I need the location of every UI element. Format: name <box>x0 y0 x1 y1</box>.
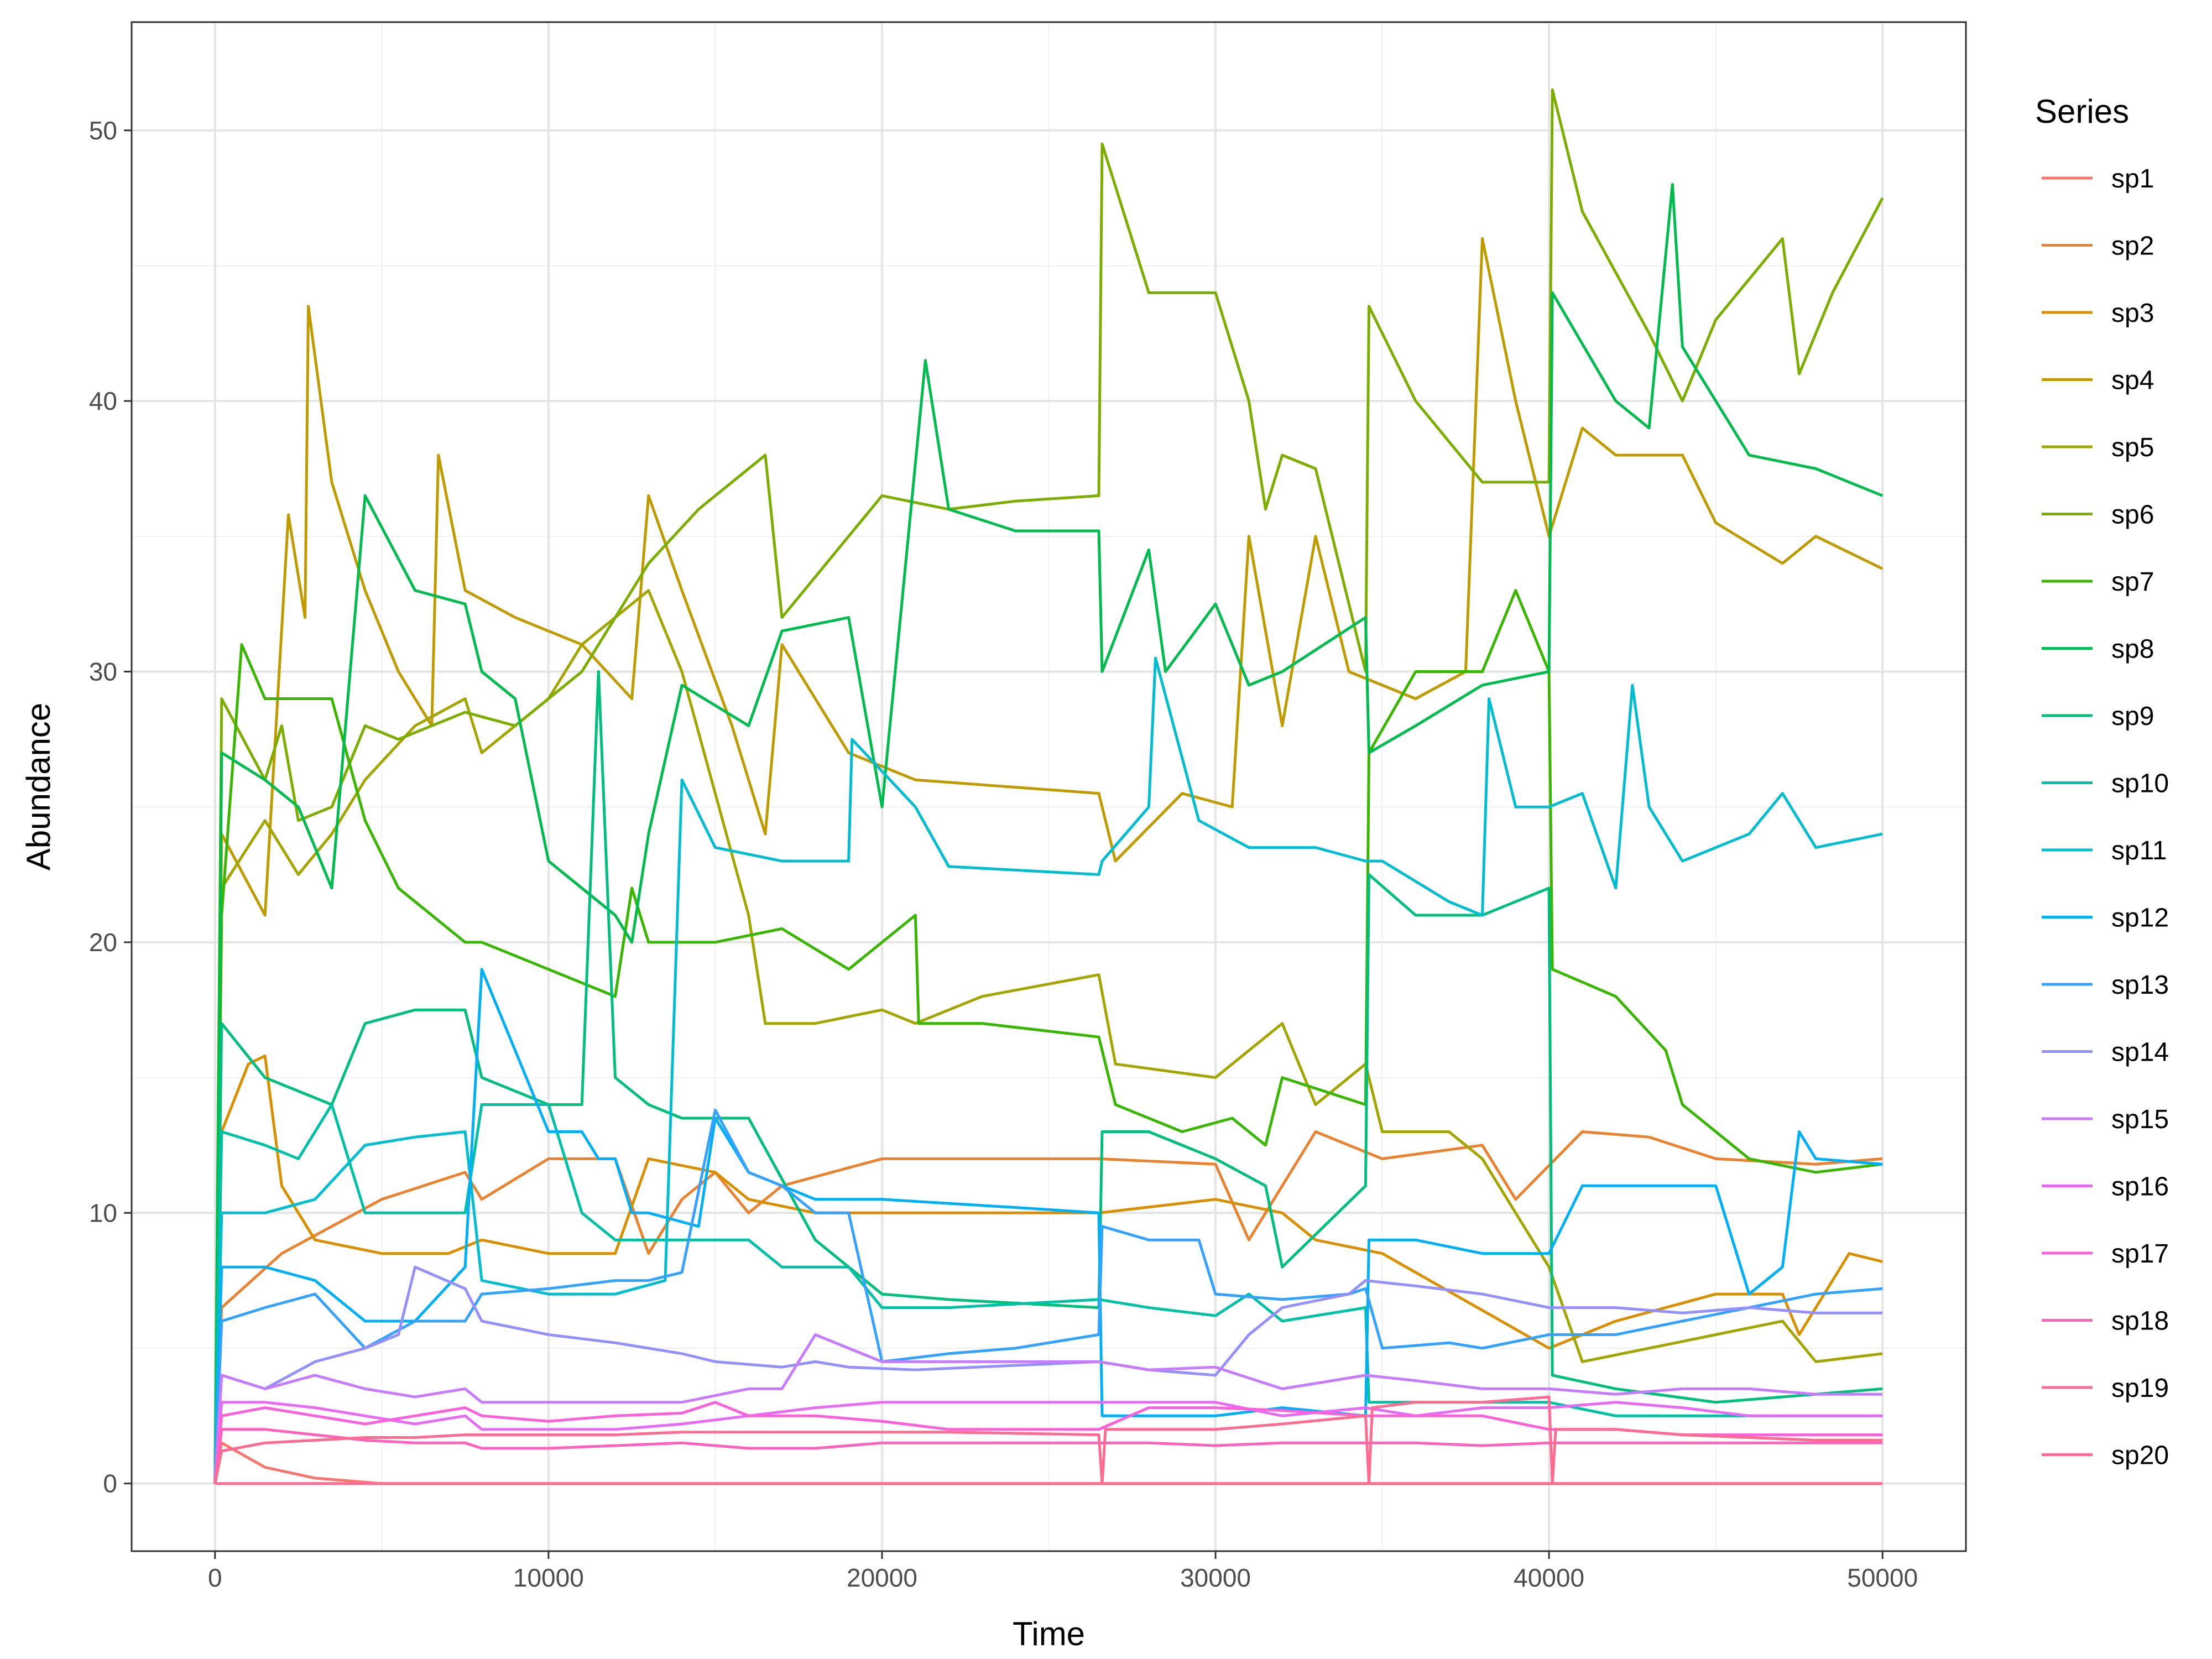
legend-label-sp9: sp9 <box>2111 702 2154 731</box>
legend-label-sp16: sp16 <box>2111 1172 2169 1202</box>
y-axis-title: Abundance <box>20 703 57 871</box>
series-line-sp13 <box>213 1108 1883 1484</box>
legend: Series sp1sp2sp3sp4sp5sp6sp7sp8sp9sp10sp… <box>2035 93 2169 1470</box>
x-tick-label: 10000 <box>513 1563 584 1592</box>
legend-item: sp20 <box>2042 1441 2169 1470</box>
y-tick-label: 50 <box>89 116 117 145</box>
legend-label-sp19: sp19 <box>2111 1374 2169 1403</box>
x-tick-label: 40000 <box>1514 1563 1584 1592</box>
legend-item: sp9 <box>2042 702 2154 731</box>
x-tick-label: 20000 <box>847 1563 917 1592</box>
y-tick-label: 40 <box>89 387 117 415</box>
legend-item: sp13 <box>2042 971 2169 1000</box>
legend-items: sp1 sp2 sp3 sp4 sp5 sp6 sp7 sp8 sp9 sp10 sp11 sp12 s… <box>2042 164 2169 1470</box>
legend-item: sp4 <box>2042 366 2154 395</box>
legend-label-sp2: sp2 <box>2111 232 2154 261</box>
legend-item: sp14 <box>2042 1038 2169 1067</box>
series-line-sp6 <box>213 88 1884 1484</box>
legend-item: sp5 <box>2042 433 2154 462</box>
legend-item: sp10 <box>2042 769 2169 799</box>
series-line-sp7 <box>213 589 1883 1484</box>
legend-item: sp2 <box>2042 232 2154 261</box>
legend-title: Series <box>2035 93 2129 130</box>
legend-item: sp19 <box>2042 1374 2169 1403</box>
series-line-sp8 <box>213 183 1884 1484</box>
legend-item: sp7 <box>2042 567 2154 597</box>
x-axis-title: Time <box>1013 1615 1085 1652</box>
legend-label-sp4: sp4 <box>2111 366 2154 395</box>
legend-label-sp14: sp14 <box>2111 1038 2169 1067</box>
series-line-sp15 <box>213 1333 1883 1484</box>
legend-item: sp8 <box>2042 635 2154 664</box>
legend-item: sp1 <box>2042 164 2154 194</box>
legend-item: sp16 <box>2042 1172 2169 1202</box>
series-line-sp11 <box>213 656 1883 1484</box>
legend-item: sp17 <box>2042 1239 2169 1269</box>
legend-label-sp5: sp5 <box>2111 433 2154 462</box>
legend-label-sp18: sp18 <box>2111 1307 2169 1336</box>
legend-label-sp3: sp3 <box>2111 299 2154 328</box>
legend-label-sp20: sp20 <box>2111 1441 2169 1470</box>
legend-item: sp18 <box>2042 1307 2169 1336</box>
x-tick-label: 30000 <box>1180 1563 1251 1592</box>
series-line-sp14 <box>213 1265 1883 1484</box>
legend-item: sp3 <box>2042 299 2154 328</box>
legend-label-sp15: sp15 <box>2111 1105 2169 1134</box>
legend-label-sp13: sp13 <box>2111 971 2169 1000</box>
series-line-sp18 <box>213 1428 1883 1484</box>
legend-item: sp11 <box>2042 836 2167 865</box>
legend-label-sp17: sp17 <box>2111 1239 2169 1269</box>
legend-label-sp11: sp11 <box>2111 836 2167 865</box>
plot-panel-border <box>131 21 1967 1552</box>
series-lines <box>213 88 1884 1485</box>
legend-item: sp6 <box>2042 500 2154 530</box>
legend-label-sp6: sp6 <box>2111 500 2154 530</box>
y-tick-label: 0 <box>103 1469 117 1498</box>
legend-label-sp10: sp10 <box>2111 769 2169 799</box>
y-tick-label: 20 <box>89 928 117 957</box>
y-tick-label: 10 <box>89 1198 117 1227</box>
legend-label-sp8: sp8 <box>2111 635 2154 664</box>
x-tick-label: 50000 <box>1847 1563 1918 1592</box>
series-line-sp12 <box>213 968 1883 1484</box>
series-line-sp19 <box>213 1395 1883 1485</box>
y-tick-label: 30 <box>89 658 117 686</box>
series-line-sp10 <box>213 1103 1883 1484</box>
series-line-sp9 <box>213 670 1883 1484</box>
x-axis-ticks: 0 10000 20000 30000 40000 50000 <box>208 1551 1918 1592</box>
legend-label-sp7: sp7 <box>2111 567 2154 597</box>
series-line-sp3 <box>213 1054 1883 1484</box>
x-tick-label: 0 <box>208 1563 222 1592</box>
legend-item: sp12 <box>2042 904 2169 933</box>
y-axis-ticks: 0 10 20 30 40 50 <box>89 116 132 1498</box>
legend-item: sp15 <box>2042 1105 2169 1134</box>
legend-label-sp1: sp1 <box>2111 164 2154 194</box>
legend-label-sp12: sp12 <box>2111 904 2169 933</box>
